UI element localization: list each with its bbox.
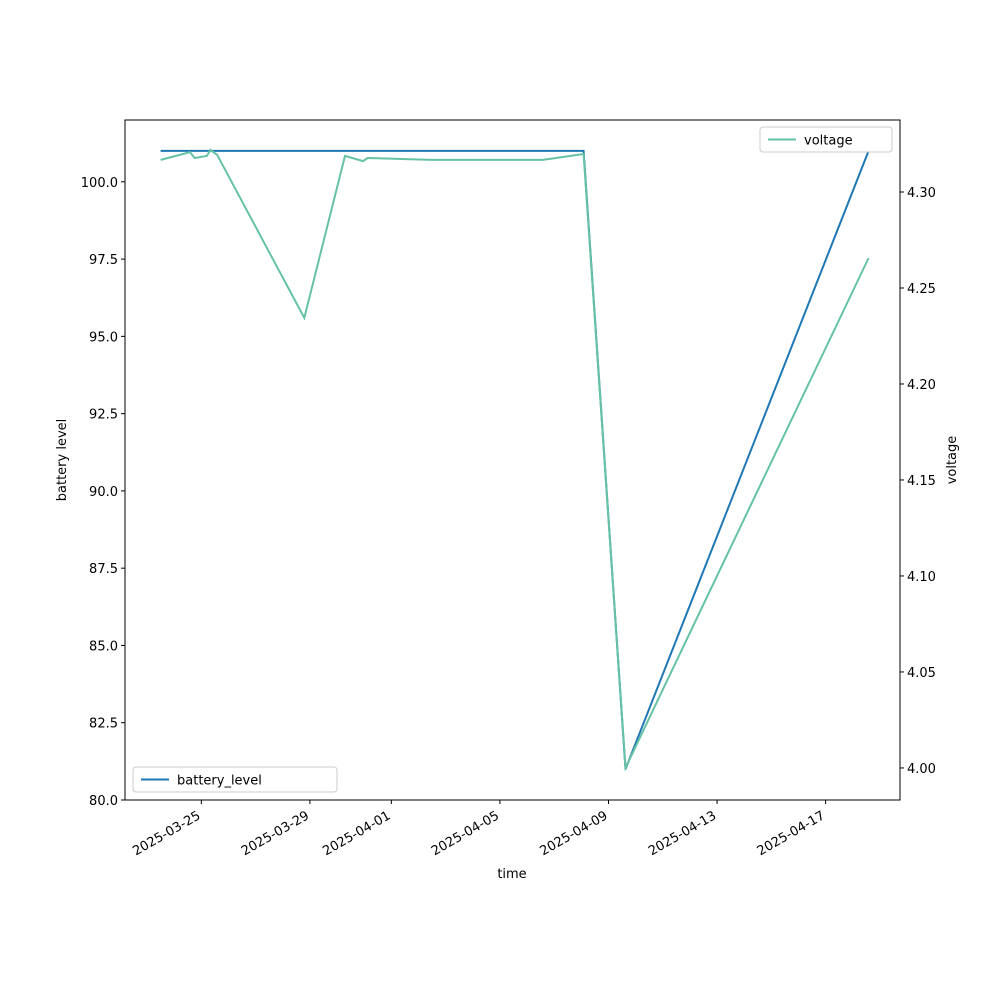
x-tick-label: 2025-04-05	[429, 808, 502, 859]
y2-tick-label: 4.10	[907, 570, 936, 585]
plot-frame	[124, 119, 901, 801]
y-tick-label: 97.5	[89, 253, 118, 268]
legend-box	[132, 766, 338, 793]
x-tick-label: 2025-04-17	[755, 808, 828, 859]
x-tick-label: 2025-03-25	[130, 808, 203, 859]
y-tick-label: 90.0	[89, 485, 118, 500]
y2-tick-label: 4.25	[907, 282, 936, 297]
legend-box	[759, 126, 893, 153]
y2-tick-label: 4.20	[907, 378, 936, 393]
y-tick-label: 87.5	[89, 562, 118, 577]
y-tick-label: 80.0	[89, 794, 118, 809]
series-line	[160, 149, 870, 770]
legend-label: voltage	[804, 134, 853, 149]
y-tick-label: 95.0	[89, 330, 118, 345]
y-tick-label: 85.0	[89, 639, 118, 654]
y-tick-label: 100.0	[81, 176, 118, 191]
x-tick-label: 2025-04-01	[320, 808, 393, 859]
y-axis-label: battery level	[55, 419, 70, 502]
y2-tick-label: 4.00	[907, 762, 936, 777]
series-line	[160, 148, 870, 772]
y2-tick-label: 4.30	[907, 186, 936, 201]
y-tick-label: 82.5	[89, 717, 118, 732]
x-tick-label: 2025-03-29	[239, 808, 312, 859]
x-tick-label: 2025-04-13	[646, 808, 719, 859]
y2-axis-label: voltage	[945, 436, 960, 485]
y2-tick-label: 4.15	[907, 474, 936, 489]
y-tick-label: 92.5	[89, 408, 118, 423]
x-tick-label: 2025-04-09	[538, 808, 611, 859]
y2-tick-label: 4.05	[907, 666, 936, 681]
x-axis-label: time	[497, 867, 526, 882]
legend-label: battery_level	[177, 774, 262, 789]
